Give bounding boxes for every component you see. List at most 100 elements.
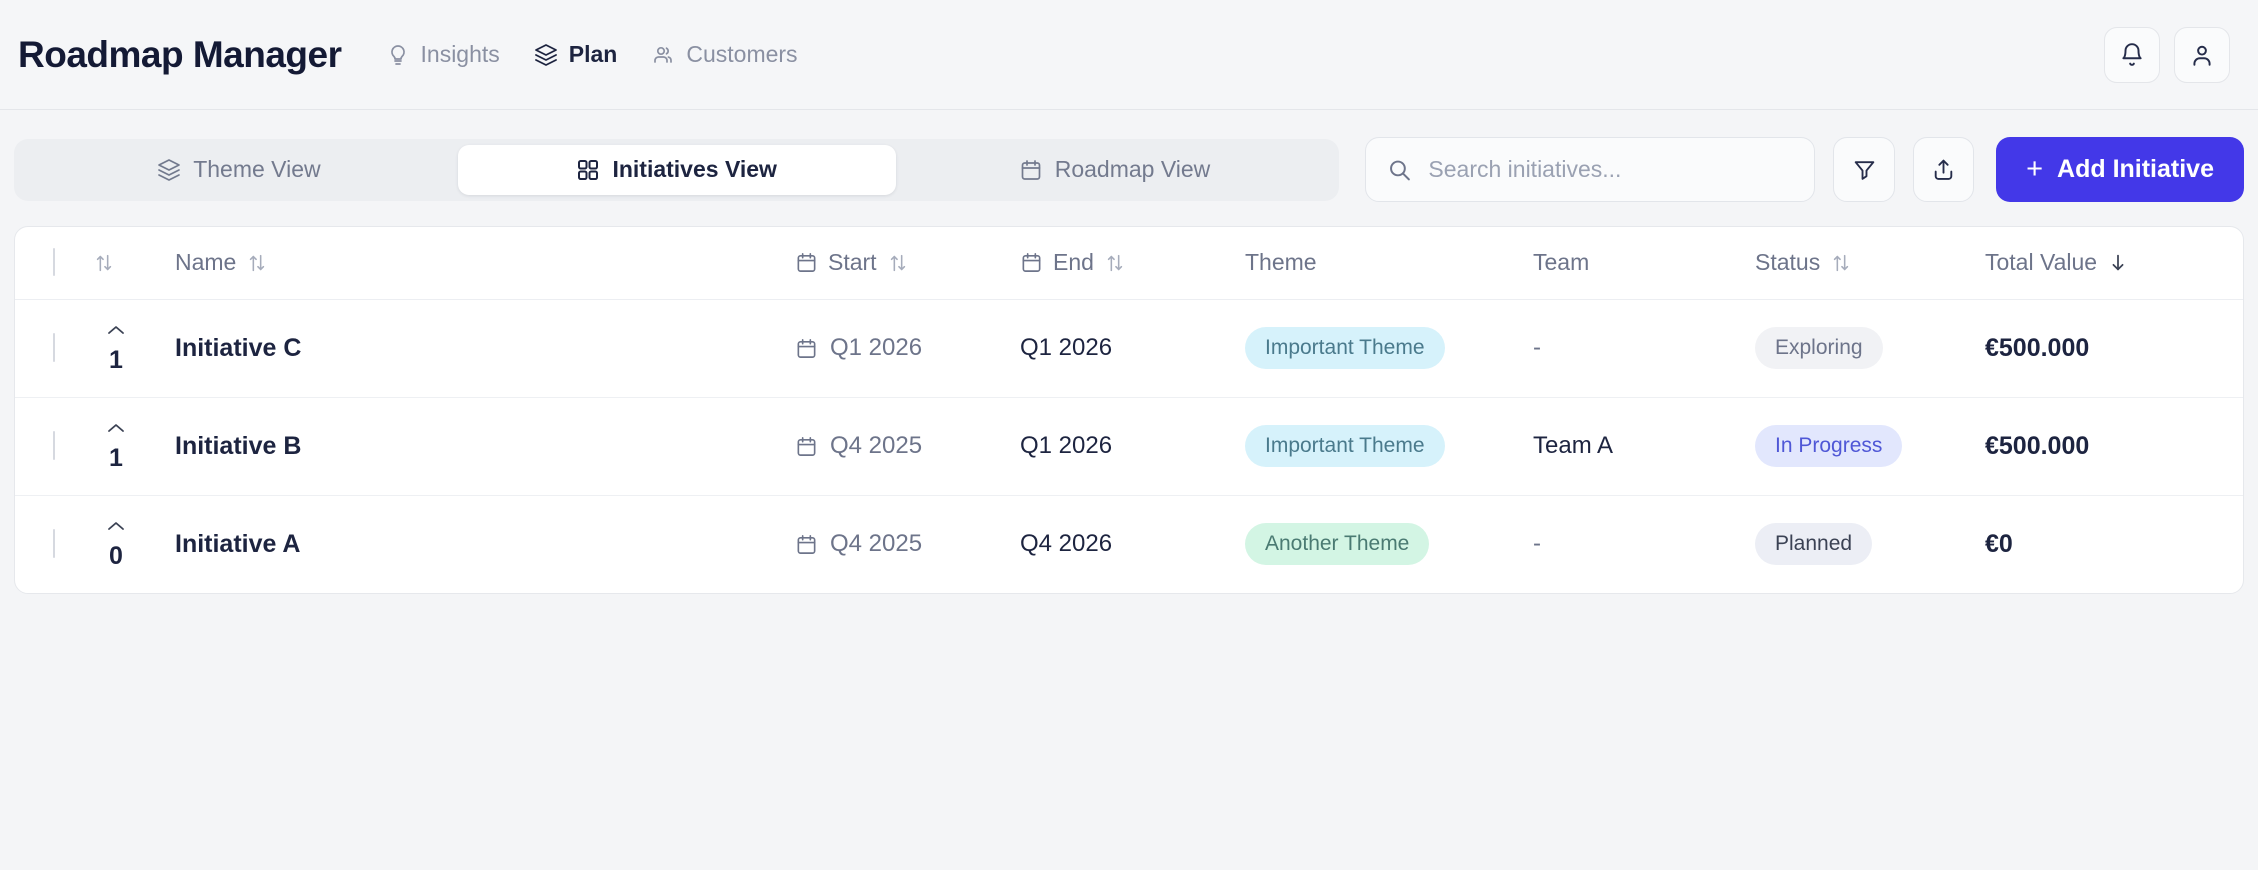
nav-item-plan[interactable]: Plan bbox=[534, 41, 618, 68]
row-team-cell: - bbox=[1533, 495, 1755, 593]
filter-button[interactable] bbox=[1833, 137, 1895, 202]
row-select-cell bbox=[15, 299, 93, 398]
column-total-value[interactable]: Total Value bbox=[1985, 227, 2243, 300]
chevron-up-icon[interactable] bbox=[106, 422, 126, 440]
row-end-cell: Q1 2026 bbox=[1020, 397, 1245, 496]
row-value-cell: €500.000 bbox=[1985, 299, 2243, 398]
column-team: Team bbox=[1533, 227, 1755, 300]
vote-count: 0 bbox=[109, 541, 123, 570]
row-start-cell: Q4 2025 bbox=[795, 495, 1020, 593]
row-status-cell: Planned bbox=[1755, 495, 1985, 593]
tab-label: Roadmap View bbox=[1054, 156, 1211, 182]
status-badge: Planned bbox=[1755, 523, 1873, 566]
nav-item-label: Plan bbox=[568, 41, 618, 67]
column-votes[interactable] bbox=[93, 227, 175, 300]
nav-item-label: Customers bbox=[686, 41, 798, 67]
row-status-cell: Exploring bbox=[1755, 299, 1985, 398]
column-team-label: Team bbox=[1533, 249, 1590, 276]
row-select-cell bbox=[15, 397, 93, 496]
start-date: Q1 2026 bbox=[795, 334, 1020, 362]
vote-control[interactable]: 1 bbox=[93, 422, 139, 471]
total-value: €0 bbox=[1985, 529, 2013, 558]
users-icon bbox=[651, 43, 675, 67]
row-name-cell[interactable]: Initiative C bbox=[175, 299, 795, 398]
row-name-cell[interactable]: Initiative B bbox=[175, 397, 795, 496]
row-theme-cell: Important Theme bbox=[1245, 299, 1533, 398]
column-name[interactable]: Name bbox=[175, 227, 795, 300]
tab-roadmap-view[interactable]: Roadmap View bbox=[896, 145, 1334, 195]
row-end-cell: Q1 2026 bbox=[1020, 299, 1245, 398]
sort-desc-icon[interactable] bbox=[2107, 252, 2129, 274]
vote-control[interactable]: 0 bbox=[93, 520, 139, 569]
row-status-cell: In Progress bbox=[1755, 397, 1985, 496]
status-badge: Exploring bbox=[1755, 327, 1883, 369]
table-row[interactable]: 1 Initiative C Q1 2026 Q1 2026 bbox=[15, 299, 2243, 398]
initiatives-table-card: Name Start bbox=[14, 226, 2244, 594]
row-checkbox[interactable] bbox=[53, 529, 55, 559]
column-theme-label: Theme bbox=[1245, 249, 1317, 276]
profile-button[interactable] bbox=[2174, 26, 2230, 83]
table-row[interactable]: 0 Initiative A Q4 2025 Q4 2026 bbox=[15, 495, 2243, 593]
calendar-icon bbox=[795, 337, 818, 360]
export-button[interactable] bbox=[1912, 137, 1975, 202]
table-row[interactable]: 1 Initiative B Q4 2025 Q1 2026 bbox=[15, 397, 2243, 496]
notifications-button[interactable] bbox=[2104, 26, 2160, 83]
sort-icon[interactable] bbox=[1830, 252, 1852, 274]
search-field[interactable] bbox=[1365, 137, 1816, 202]
team-label: - bbox=[1533, 334, 1541, 361]
lightbulb-icon bbox=[386, 43, 410, 67]
initiative-name: Initiative B bbox=[175, 431, 302, 460]
sort-icon[interactable] bbox=[887, 252, 909, 274]
column-total-value-label: Total Value bbox=[1985, 249, 2098, 276]
app-title: Roadmap Manager bbox=[18, 33, 342, 75]
select-all-checkbox[interactable] bbox=[53, 248, 55, 277]
row-checkbox[interactable] bbox=[53, 333, 55, 362]
upload-icon bbox=[1931, 157, 1956, 182]
column-select-all bbox=[15, 227, 93, 300]
row-checkbox[interactable] bbox=[53, 431, 55, 460]
app-header: Roadmap Manager Insights Plan Customers bbox=[0, 0, 2258, 110]
row-start-cell: Q1 2026 bbox=[795, 299, 1020, 398]
sort-icon[interactable] bbox=[246, 252, 268, 274]
row-start-cell: Q4 2025 bbox=[795, 397, 1020, 496]
column-start[interactable]: Start bbox=[795, 227, 1020, 300]
calendar-icon bbox=[795, 533, 818, 556]
main-nav: Insights Plan Customers bbox=[386, 41, 798, 68]
row-theme-cell: Another Theme bbox=[1245, 495, 1533, 593]
add-initiative-button[interactable]: + Add Initiative bbox=[1996, 137, 2244, 202]
add-initiative-label: Add Initiative bbox=[2057, 155, 2214, 183]
row-value-cell: €0 bbox=[1985, 495, 2243, 593]
search-input[interactable] bbox=[1365, 137, 1816, 202]
search-icon bbox=[1387, 157, 1412, 182]
nav-item-customers[interactable]: Customers bbox=[651, 41, 798, 68]
vote-count: 1 bbox=[109, 443, 123, 472]
layers-icon bbox=[157, 158, 181, 182]
chevron-up-icon[interactable] bbox=[106, 324, 126, 342]
sort-icon[interactable] bbox=[1104, 252, 1126, 274]
initiatives-table: Name Start bbox=[15, 227, 2243, 593]
tab-initiatives-view[interactable]: Initiatives View bbox=[457, 144, 896, 195]
sort-icon[interactable] bbox=[93, 252, 115, 274]
tab-theme-view[interactable]: Theme View bbox=[20, 145, 458, 195]
vote-control[interactable]: 1 bbox=[93, 324, 139, 373]
column-end[interactable]: End bbox=[1020, 227, 1245, 300]
total-value: €500.000 bbox=[1985, 333, 2090, 362]
vote-count: 1 bbox=[109, 345, 123, 374]
calendar-icon bbox=[795, 435, 818, 458]
funnel-icon bbox=[1852, 157, 1877, 182]
nav-item-insights[interactable]: Insights bbox=[386, 41, 500, 68]
column-status-label: Status bbox=[1755, 249, 1821, 276]
row-name-cell[interactable]: Initiative A bbox=[175, 495, 795, 593]
toolbar: Theme View Initiatives View Roadmap View bbox=[0, 110, 2258, 202]
row-votes-cell: 0 bbox=[93, 495, 175, 593]
row-team-cell: - bbox=[1533, 299, 1755, 398]
chevron-up-icon[interactable] bbox=[106, 520, 126, 538]
row-theme-cell: Important Theme bbox=[1245, 397, 1533, 496]
start-date-label: Q4 2025 bbox=[830, 432, 923, 459]
end-date-label: Q1 2026 bbox=[1020, 334, 1113, 361]
view-switcher: Theme View Initiatives View Roadmap View bbox=[14, 138, 1340, 201]
row-end-cell: Q4 2026 bbox=[1020, 495, 1245, 593]
team-label: - bbox=[1533, 530, 1541, 558]
column-status[interactable]: Status bbox=[1755, 227, 1985, 300]
team-label: Team A bbox=[1533, 432, 1614, 459]
